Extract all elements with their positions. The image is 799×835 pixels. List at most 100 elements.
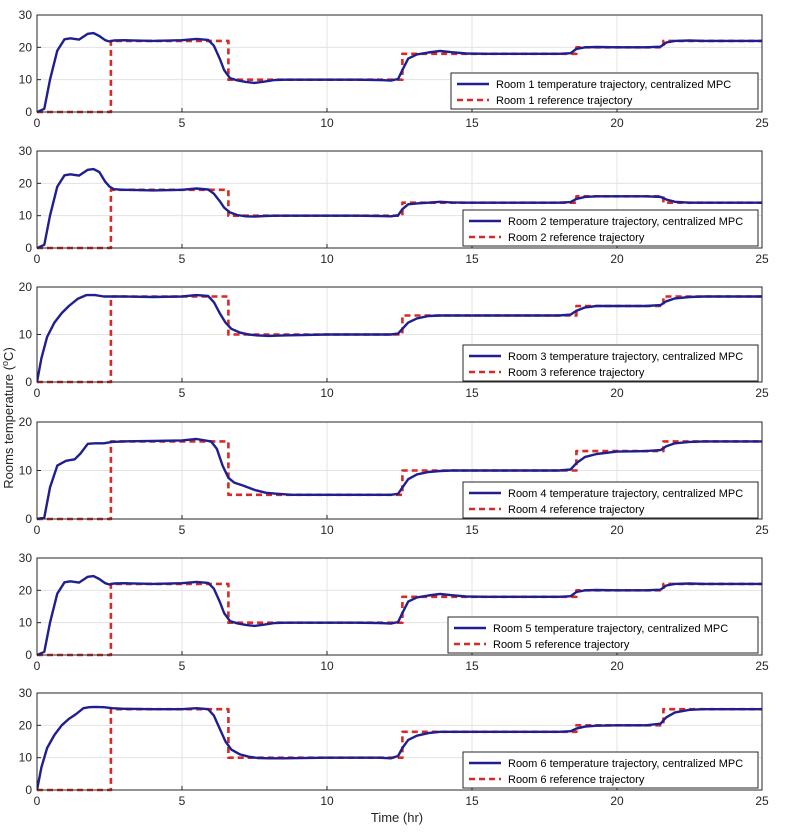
y-tick-label: 0: [25, 375, 32, 389]
y-tick-label: 20: [19, 280, 33, 294]
legend: Room 5 temperature trajectory, centraliz…: [447, 616, 759, 654]
x-tick-label: 15: [465, 794, 479, 808]
legend-entry: Room 3 reference trajectory: [508, 367, 645, 379]
axes-box: [36, 421, 763, 520]
legend-entry: Room 6 temperature trajectory, centraliz…: [508, 758, 743, 770]
y-tick-label: 0: [25, 783, 32, 797]
x-tick-label: 25: [755, 523, 769, 537]
legend: Room 6 temperature trajectory, centraliz…: [462, 751, 759, 789]
y-tick-label: 30: [19, 551, 33, 565]
x-tick-label: 0: [34, 252, 41, 266]
x-tick-label: 5: [179, 659, 186, 673]
legend-entry: Room 2 temperature trajectory, centraliz…: [508, 216, 743, 228]
x-tick-label: 10: [320, 386, 334, 400]
y-tick-label: 20: [19, 40, 33, 54]
y-tick-label: 0: [25, 241, 32, 255]
x-tick-label: 10: [320, 116, 334, 130]
temperature-line-room-5: [37, 574, 762, 657]
x-tick-label: 5: [179, 116, 186, 130]
y-tick-label: 20: [19, 583, 33, 597]
subplot-6: 0 5 10 15 20 25 0 10 20 30 Room 6 temperature traj…: [19, 686, 769, 808]
y-tick-label: 0: [25, 512, 32, 526]
x-tick-label: 25: [755, 116, 769, 130]
x-tick-label: 5: [179, 523, 186, 537]
y-axis-label-superscript: o: [0, 361, 10, 366]
y-tick-label: 20: [19, 176, 33, 190]
x-tick-label: 5: [179, 794, 186, 808]
legend-entry: Room 3 temperature trajectory, centraliz…: [508, 351, 743, 363]
y-tick-label: 0: [25, 105, 32, 119]
legend-entry: Room 5 reference trajectory: [493, 639, 630, 651]
legend-box: [450, 72, 759, 110]
legend-box: [462, 751, 759, 789]
subplot-2: 0 5 10 15 20 25 0 10 20 30 Room 2 temperature traj…: [19, 144, 769, 266]
x-tick-label: 20: [610, 523, 624, 537]
x-tick-label: 15: [465, 252, 479, 266]
legend-entry: Room 4 temperature trajectory, centraliz…: [508, 488, 743, 500]
axes-box: [36, 14, 763, 113]
legend-entry: Room 6 reference trajectory: [508, 774, 645, 786]
x-tick-label: 20: [610, 116, 624, 130]
temperature-line-room-4: [37, 437, 762, 521]
temperature-line-room-3: [37, 293, 762, 383]
y-axis-label-main: Rooms temperature (: [1, 365, 16, 488]
legend-box: [462, 481, 759, 519]
axes-box: [36, 557, 763, 656]
x-tick-label: 0: [34, 659, 41, 673]
legend-entry: Room 1 reference trajectory: [496, 95, 633, 107]
temperature-line-room-1: [37, 31, 762, 114]
x-tick-label: 15: [465, 659, 479, 673]
x-tick-label: 0: [34, 386, 41, 400]
temperature-line-room-2: [37, 167, 762, 250]
x-axis-label: Time (hr): [371, 810, 423, 825]
y-axis-label-tail: C): [1, 347, 16, 361]
y-tick-label: 10: [19, 328, 33, 342]
y-tick-label: 10: [19, 751, 33, 765]
legend-entry: Room 4 reference trajectory: [508, 504, 645, 516]
subplot-5: 0 5 10 15 20 25 0 10 20 30 Room 5 temperature traj…: [19, 551, 769, 673]
x-tick-label: 10: [320, 252, 334, 266]
y-tick-label: 20: [19, 415, 33, 429]
axes-box: [36, 692, 763, 791]
legend-entry: Room 2 reference trajectory: [508, 232, 645, 244]
x-tick-label: 0: [34, 523, 41, 537]
y-axis-label: Rooms temperature (oC): [0, 347, 16, 489]
x-tick-label: 0: [34, 794, 41, 808]
x-tick-label: 10: [320, 794, 334, 808]
legend-entry: Room 5 temperature trajectory, centraliz…: [493, 623, 728, 635]
y-tick-label: 30: [19, 144, 33, 158]
x-tick-label: 5: [179, 252, 186, 266]
subplot-stack: 0 5 10 15 20 25 0 10 20 30 Room 1 temperature traj…: [19, 8, 769, 808]
legend-entry: Room 1 temperature trajectory, centraliz…: [496, 79, 731, 91]
x-tick-label: 10: [320, 659, 334, 673]
y-tick-label: 10: [19, 73, 33, 87]
y-tick-label: 10: [19, 209, 33, 223]
x-tick-label: 25: [755, 252, 769, 266]
subplot-1: 0 5 10 15 20 25 0 10 20 30 Room 1 temperature traj…: [19, 8, 769, 130]
legend: Room 1 temperature trajectory, centraliz…: [450, 72, 759, 110]
x-tick-label: 20: [610, 794, 624, 808]
temperature-line-room-6: [37, 705, 762, 791]
x-tick-label: 10: [320, 523, 334, 537]
x-tick-label: 15: [465, 523, 479, 537]
y-tick-label: 30: [19, 8, 33, 22]
reference-line-room-3: [37, 295, 762, 384]
x-tick-label: 15: [465, 116, 479, 130]
x-tick-label: 20: [610, 386, 624, 400]
legend-box: [447, 616, 759, 654]
x-tick-label: 20: [610, 252, 624, 266]
y-tick-label: 30: [19, 686, 33, 700]
y-tick-label: 20: [19, 718, 33, 732]
axes-box: [36, 286, 763, 383]
reference-line-room-5: [37, 582, 762, 657]
y-tick-label: 0: [25, 648, 32, 662]
legend: Room 3 temperature trajectory, centraliz…: [462, 344, 759, 382]
x-tick-label: 25: [755, 659, 769, 673]
x-tick-label: 25: [755, 386, 769, 400]
legend-box: [462, 209, 759, 247]
x-tick-label: 20: [610, 659, 624, 673]
reference-line-room-6: [37, 707, 762, 792]
x-tick-label: 25: [755, 794, 769, 808]
x-tick-label: 0: [34, 116, 41, 130]
